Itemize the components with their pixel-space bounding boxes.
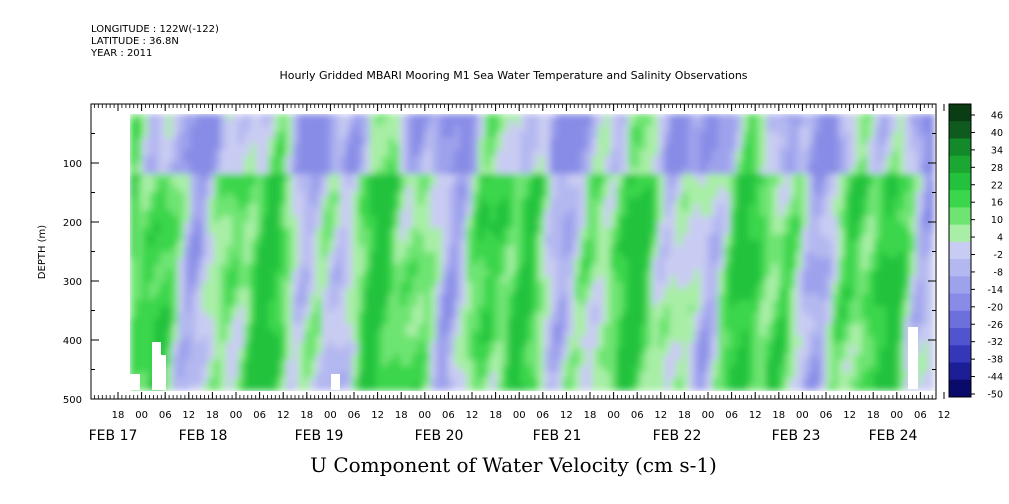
x-tick-label: 18: [489, 410, 502, 421]
colorbar-swatch: [949, 345, 971, 364]
missing-data-gaps: [130, 327, 918, 390]
colorbar-label: 10: [991, 215, 1003, 226]
colorbar-swatch: [949, 276, 971, 295]
colorbar-label: -38: [987, 355, 1003, 366]
y-tick-label: 300: [63, 277, 82, 288]
x-tick-label: 12: [749, 410, 762, 421]
x-tick-label: 06: [631, 410, 644, 421]
x-tick-label: 00: [702, 410, 715, 421]
colorbar-label: 16: [991, 198, 1003, 209]
x-tick-label: 00: [513, 410, 526, 421]
latitude-label: LATITUDE : 36.8N: [91, 36, 179, 47]
x-tick-label: 12: [938, 410, 951, 421]
colorbar-swatch: [949, 207, 971, 226]
colorbar-label: -20: [987, 302, 1003, 313]
colorbar-swatch: [949, 293, 971, 312]
x-tick-label: 06: [253, 410, 266, 421]
x-tick-label: 18: [395, 410, 408, 421]
x-tick-label: 18: [300, 410, 313, 421]
day-label: FEB 20: [415, 428, 464, 444]
chart-title: Hourly Gridded MBARI Mooring M1 Sea Wate…: [279, 69, 748, 82]
colorbar-swatch: [949, 328, 971, 346]
day-label: FEB 21: [533, 428, 582, 444]
colorbar-swatch: [949, 172, 971, 191]
x-tick-label: 06: [536, 410, 549, 421]
x-tick-label: 00: [418, 410, 431, 421]
day-label: FEB 17: [89, 428, 138, 444]
x-tick-label: 12: [654, 410, 667, 421]
colorbar-label: 40: [991, 128, 1003, 139]
colorbar: 46 40 34 28 22 16 10 4 -2 -8 -14 -20 -26 -32 -38 -44 -50: [948, 103, 1003, 401]
heatmap-field: [130, 114, 935, 391]
colorbar-label: -26: [987, 320, 1003, 331]
colorbar-swatch: [949, 362, 971, 381]
x-tick-label: 00: [890, 410, 903, 421]
colorbar-swatch: [949, 104, 971, 122]
x-tick-label: 18: [678, 410, 691, 421]
colorbar-swatch: [949, 310, 971, 329]
colorbar-label: 4: [997, 233, 1003, 244]
x-tick-label: 12: [466, 410, 479, 421]
day-label: FEB 18: [179, 428, 228, 444]
y-tick-label: 400: [63, 336, 82, 347]
colorbar-swatch: [949, 138, 971, 157]
x-tick-label: 18: [112, 410, 125, 421]
colorbar-label: 46: [991, 111, 1003, 122]
x-tick-label: 12: [843, 410, 856, 421]
x-tick-label: 18: [867, 410, 880, 421]
colorbar-label: -14: [987, 285, 1003, 296]
x-tick-label: 00: [230, 410, 243, 421]
x-tick-label: 06: [914, 410, 927, 421]
colorbar-swatch: [949, 241, 971, 260]
colorbar-label: 22: [991, 180, 1003, 191]
x-tick-label: 00: [135, 410, 148, 421]
day-label: FEB 22: [653, 428, 702, 444]
longitude-label: LONGITUDE : 122W(-122): [91, 24, 219, 35]
x-tick-label: 00: [607, 410, 620, 421]
x-tick-label: 18: [584, 410, 597, 421]
colorbar-swatch: [949, 259, 971, 277]
x-tick-label: 18: [772, 410, 785, 421]
colorbar-label: 34: [991, 145, 1003, 156]
colorbar-swatch: [949, 379, 971, 398]
colorbar-label: -2: [994, 250, 1003, 261]
colorbar-swatch: [949, 121, 971, 139]
colorbar-label: 28: [991, 163, 1003, 174]
colorbar-swatch: [949, 190, 971, 208]
day-label: FEB 19: [295, 428, 344, 444]
colorbar-swatch: [949, 224, 971, 243]
x-tick-label: 06: [442, 410, 455, 421]
x-tick-label: 12: [560, 410, 573, 421]
x-tick-label: 06: [725, 410, 738, 421]
y-tick-label: 200: [63, 218, 82, 229]
colorbar-label: -50: [987, 390, 1003, 401]
x-tick-label: 12: [371, 410, 384, 421]
x-tick-label: 00: [796, 410, 809, 421]
y-axis-label: DEPTH (m): [37, 225, 48, 279]
colorbar-label: -32: [987, 337, 1003, 348]
day-label: FEB 24: [869, 428, 918, 444]
y-tick-label: 500: [63, 395, 82, 406]
year-label: YEAR : 2011: [91, 48, 153, 59]
y-tick-label: 100: [63, 159, 82, 170]
x-tick-label: 12: [277, 410, 290, 421]
x-tick-label: 12: [182, 410, 195, 421]
colorbar-label: -44: [987, 372, 1003, 383]
x-axis-label: U Component of Water Velocity (cm s-1): [310, 453, 717, 477]
x-tick-label: 06: [159, 410, 172, 421]
x-tick-label: 00: [324, 410, 337, 421]
day-label: FEB 23: [772, 428, 821, 444]
colorbar-swatch: [949, 155, 971, 174]
x-tick-label: 06: [820, 410, 833, 421]
x-tick-label: 18: [206, 410, 219, 421]
x-tick-label: 06: [348, 410, 361, 421]
colorbar-label: -8: [994, 267, 1003, 278]
